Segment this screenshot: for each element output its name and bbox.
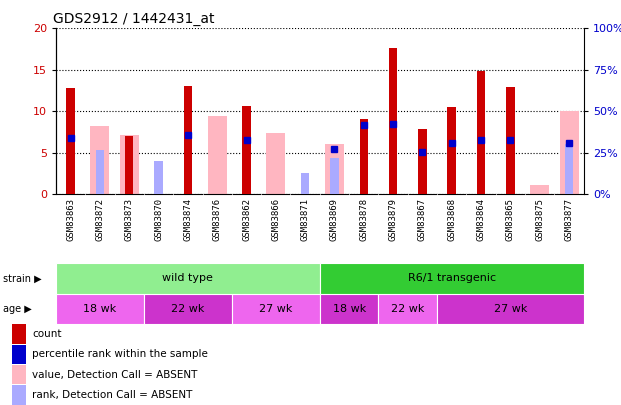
Bar bbox=[301, 173, 309, 194]
Bar bbox=[96, 150, 104, 194]
Text: 18 wk: 18 wk bbox=[83, 304, 117, 314]
Bar bbox=[320, 294, 378, 324]
Text: GDS2912 / 1442431_at: GDS2912 / 1442431_at bbox=[53, 12, 215, 26]
Bar bbox=[448, 107, 456, 194]
Bar bbox=[12, 365, 26, 384]
Text: GSM83878: GSM83878 bbox=[360, 198, 368, 241]
Bar bbox=[378, 294, 437, 324]
Text: 22 wk: 22 wk bbox=[171, 304, 204, 314]
Bar bbox=[506, 87, 515, 194]
Bar bbox=[12, 385, 26, 405]
Text: GSM83867: GSM83867 bbox=[418, 198, 427, 241]
Text: 18 wk: 18 wk bbox=[332, 304, 366, 314]
Bar bbox=[232, 294, 320, 324]
Text: GSM83875: GSM83875 bbox=[535, 198, 544, 241]
Text: GSM83874: GSM83874 bbox=[183, 198, 193, 241]
Text: GSM83870: GSM83870 bbox=[154, 198, 163, 241]
Bar bbox=[184, 85, 192, 194]
Bar bbox=[56, 263, 320, 294]
Bar bbox=[437, 294, 584, 324]
Text: wild type: wild type bbox=[163, 273, 213, 283]
Text: count: count bbox=[32, 329, 62, 339]
Text: GSM83879: GSM83879 bbox=[389, 198, 397, 241]
Bar bbox=[266, 133, 286, 194]
Bar bbox=[207, 115, 227, 194]
Text: value, Detection Call = ABSENT: value, Detection Call = ABSENT bbox=[32, 370, 197, 379]
Text: GSM83866: GSM83866 bbox=[271, 198, 280, 241]
Text: GSM83869: GSM83869 bbox=[330, 198, 339, 241]
Bar bbox=[242, 150, 251, 194]
Bar bbox=[120, 134, 138, 194]
Bar bbox=[242, 106, 251, 194]
Text: 27 wk: 27 wk bbox=[259, 304, 292, 314]
Text: GSM83877: GSM83877 bbox=[564, 198, 574, 241]
Bar bbox=[325, 144, 344, 194]
Text: GSM83876: GSM83876 bbox=[212, 198, 222, 241]
Bar bbox=[320, 263, 584, 294]
Bar bbox=[184, 147, 192, 194]
Text: rank, Detection Call = ABSENT: rank, Detection Call = ABSENT bbox=[32, 390, 193, 400]
Bar bbox=[564, 144, 573, 194]
Bar bbox=[12, 324, 26, 344]
Text: strain ▶: strain ▶ bbox=[3, 273, 42, 283]
Text: percentile rank within the sample: percentile rank within the sample bbox=[32, 350, 208, 359]
Bar bbox=[144, 294, 232, 324]
Bar bbox=[330, 158, 339, 194]
Bar bbox=[154, 161, 163, 194]
Bar bbox=[90, 126, 109, 194]
Text: 27 wk: 27 wk bbox=[494, 304, 527, 314]
Bar bbox=[530, 185, 550, 194]
Text: GSM83865: GSM83865 bbox=[506, 198, 515, 241]
Text: 22 wk: 22 wk bbox=[391, 304, 425, 314]
Text: GSM83862: GSM83862 bbox=[242, 198, 251, 241]
Bar bbox=[125, 154, 134, 194]
Text: GSM83871: GSM83871 bbox=[301, 198, 310, 241]
Bar bbox=[66, 88, 75, 194]
Text: GSM83873: GSM83873 bbox=[125, 198, 134, 241]
Text: age ▶: age ▶ bbox=[3, 304, 32, 314]
Bar bbox=[125, 136, 134, 194]
Text: GSM83872: GSM83872 bbox=[96, 198, 104, 241]
Bar bbox=[56, 294, 144, 324]
Bar bbox=[389, 48, 397, 194]
Bar bbox=[477, 71, 486, 194]
Bar bbox=[12, 345, 26, 364]
Text: GSM83864: GSM83864 bbox=[476, 198, 486, 241]
Bar bbox=[560, 111, 579, 194]
Text: GSM83868: GSM83868 bbox=[447, 198, 456, 241]
Bar bbox=[418, 129, 427, 194]
Text: R6/1 transgenic: R6/1 transgenic bbox=[408, 273, 496, 283]
Bar bbox=[360, 119, 368, 194]
Text: GSM83863: GSM83863 bbox=[66, 198, 75, 241]
